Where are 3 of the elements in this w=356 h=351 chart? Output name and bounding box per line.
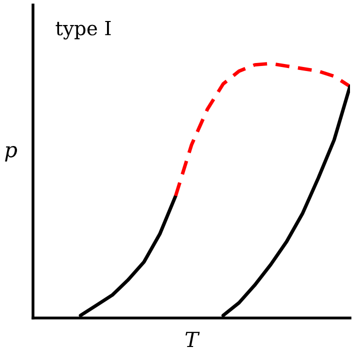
y-axis-title: p xyxy=(5,146,17,162)
text: type I xyxy=(56,20,111,40)
x-axis-title: T xyxy=(186,332,200,348)
